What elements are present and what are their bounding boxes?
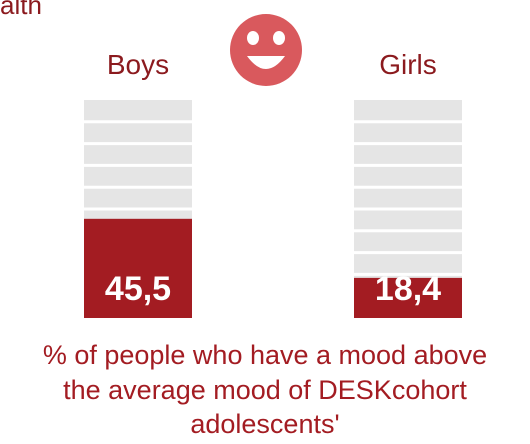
category-label-girls: Girls — [379, 49, 437, 80]
heading-fragment: alth — [0, 0, 42, 20]
chart-caption: % of people who have a mood above the av… — [0, 338, 530, 442]
caption-line-1: % of people who have a mood above — [42, 340, 488, 370]
data-label-boys: 45,5 — [105, 270, 171, 308]
bar-girls — [354, 277, 462, 318]
caption-line-3: adolescents' — [190, 409, 340, 440]
bar-boys — [84, 218, 192, 318]
smiley-face-icon — [230, 14, 302, 86]
caption-line-2: the average mood of DESKcohort — [63, 374, 467, 405]
data-label-girls: 18,4 — [375, 270, 441, 308]
category-label-boys: Boys — [107, 49, 169, 80]
